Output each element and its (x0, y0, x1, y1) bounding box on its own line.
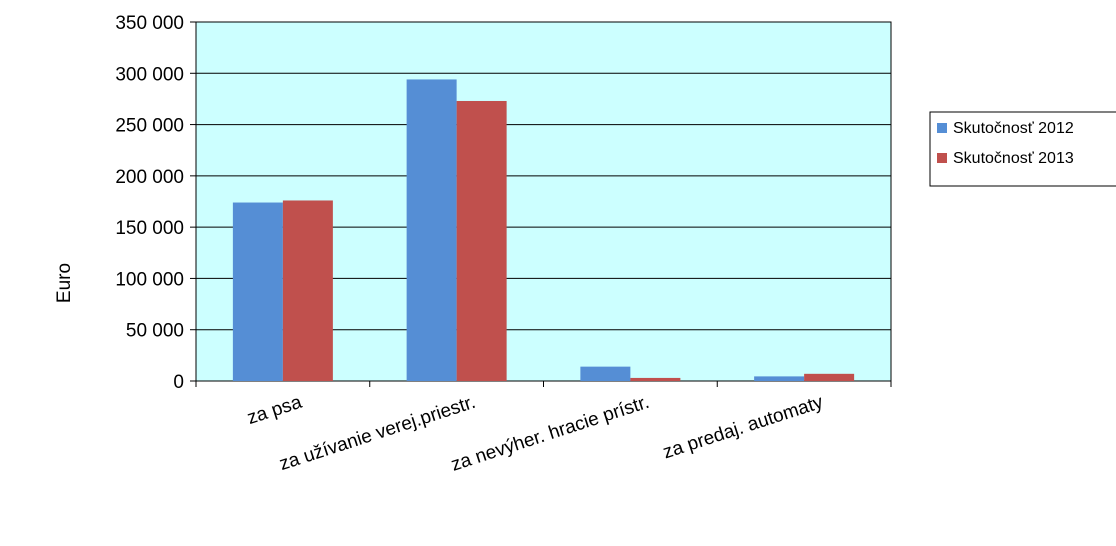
x-category-label: za psa (245, 392, 305, 429)
bar-2012-1 (406, 79, 457, 381)
legend-swatch (937, 123, 947, 133)
bars (232, 79, 855, 381)
legend-swatch (937, 153, 947, 163)
bar-2013-2 (630, 377, 681, 381)
y-tick-label: 150 000 (115, 218, 184, 239)
y-tick-label: 350 000 (115, 13, 184, 34)
bar-2012-2 (580, 366, 631, 381)
legend-label: Skutočnosť 2012 (953, 120, 1074, 137)
legend: Skutočnosť 2012 Skutočnosť 2013 (929, 111, 1116, 187)
y-tick-label: 300 000 (115, 64, 184, 85)
axes (190, 21, 892, 387)
x-category-label: za predaj. automaty (660, 392, 826, 464)
y-tick-label: 0 (173, 372, 184, 393)
y-tick-label: 250 000 (115, 116, 184, 137)
x-category-label: za nevýher. hracie prístr. (449, 392, 652, 476)
bar-2013-1 (456, 100, 507, 381)
bar-2012-0 (232, 202, 283, 381)
x-category-label: za užívanie verej.priestr. (277, 392, 478, 475)
legend-box (929, 111, 1116, 187)
y-tick-label: 50 000 (126, 321, 184, 342)
y-tick-labels: 0 50 000 100 000 150 000 200 000 250 000 300 0… (115, 13, 184, 393)
bar-2012-3 (754, 376, 805, 381)
bar-2013-0 (282, 200, 333, 381)
legend-label: Skutočnosť 2013 (953, 150, 1074, 167)
bar-2013-3 (804, 373, 855, 381)
y-tick-label: 200 000 (115, 167, 184, 188)
y-tick-label: 100 000 (115, 269, 184, 290)
y-axis-title: Euro (54, 263, 75, 303)
